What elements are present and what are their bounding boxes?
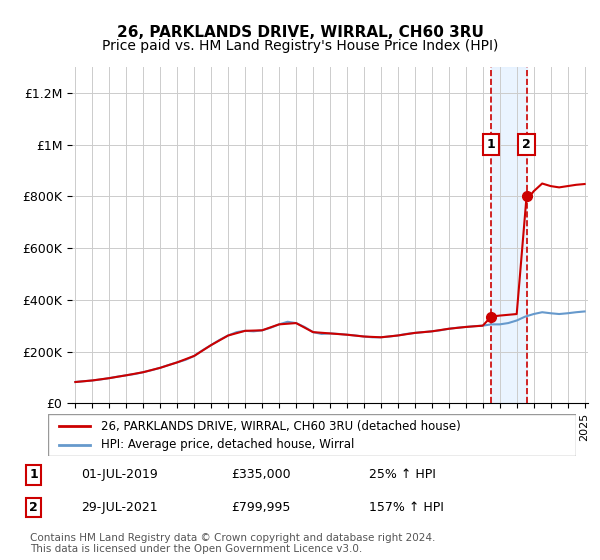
Text: 1: 1 bbox=[29, 468, 38, 482]
Text: £335,000: £335,000 bbox=[231, 468, 290, 482]
Text: Price paid vs. HM Land Registry's House Price Index (HPI): Price paid vs. HM Land Registry's House … bbox=[102, 39, 498, 53]
Text: 26, PARKLANDS DRIVE, WIRRAL, CH60 3RU (detached house): 26, PARKLANDS DRIVE, WIRRAL, CH60 3RU (d… bbox=[101, 419, 461, 433]
Text: 01-JUL-2019: 01-JUL-2019 bbox=[81, 468, 158, 482]
Text: 29-JUL-2021: 29-JUL-2021 bbox=[81, 501, 158, 514]
Text: £799,995: £799,995 bbox=[231, 501, 290, 514]
Text: HPI: Average price, detached house, Wirral: HPI: Average price, detached house, Wirr… bbox=[101, 438, 354, 451]
FancyBboxPatch shape bbox=[48, 414, 576, 456]
Text: 2: 2 bbox=[29, 501, 38, 514]
Bar bbox=[527, 67, 588, 403]
Text: 2: 2 bbox=[522, 138, 531, 151]
Text: 157% ↑ HPI: 157% ↑ HPI bbox=[369, 501, 444, 514]
Text: 1: 1 bbox=[487, 138, 496, 151]
Bar bbox=[491, 67, 527, 403]
Text: 25% ↑ HPI: 25% ↑ HPI bbox=[369, 468, 436, 482]
Text: Contains HM Land Registry data © Crown copyright and database right 2024.
This d: Contains HM Land Registry data © Crown c… bbox=[30, 533, 436, 554]
Text: 26, PARKLANDS DRIVE, WIRRAL, CH60 3RU: 26, PARKLANDS DRIVE, WIRRAL, CH60 3RU bbox=[116, 25, 484, 40]
